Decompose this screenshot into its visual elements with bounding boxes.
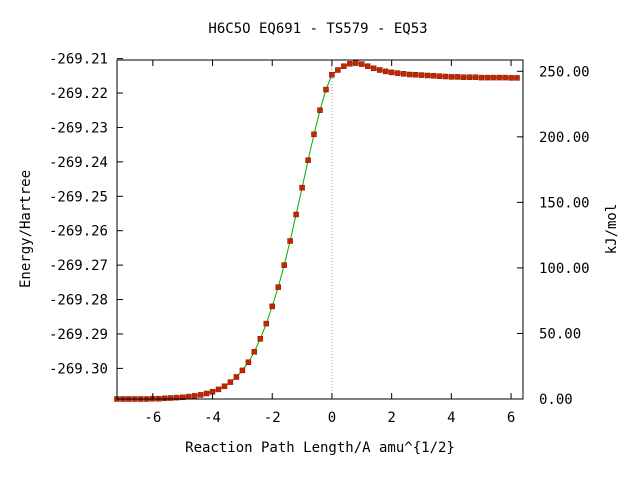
y2-axis-label: kJ/mol bbox=[604, 204, 620, 255]
data-point bbox=[239, 367, 246, 374]
data-point bbox=[394, 70, 401, 76]
y-tick-label: -269.23 bbox=[49, 120, 108, 136]
data-point bbox=[167, 395, 174, 401]
data-point bbox=[490, 74, 496, 81]
data-point bbox=[341, 63, 347, 69]
y-tick-label: -269.22 bbox=[49, 86, 108, 102]
data-point bbox=[454, 74, 461, 80]
data-point bbox=[311, 131, 317, 138]
data-point bbox=[215, 386, 222, 393]
x-tick-label: 4 bbox=[447, 410, 455, 426]
y-tick-label: -269.24 bbox=[49, 155, 108, 171]
data-point bbox=[365, 63, 371, 69]
data-point bbox=[382, 68, 389, 75]
data-point bbox=[502, 74, 508, 81]
data-point bbox=[191, 393, 198, 399]
data-point bbox=[317, 107, 323, 113]
data-point bbox=[514, 75, 520, 81]
data-point bbox=[299, 184, 305, 191]
data-point bbox=[173, 394, 180, 401]
energy-profile-line bbox=[117, 62, 517, 400]
x-axis-label: Reaction Path Length/A amu^{1/2} bbox=[185, 440, 455, 456]
x-tick-label: -4 bbox=[204, 410, 221, 426]
data-point bbox=[335, 67, 341, 73]
y-tick-label: -269.29 bbox=[49, 327, 108, 343]
y-axis-ticks: -269.21 -269.22 -269.23 -269.24 -269.25 -269.… bbox=[49, 52, 123, 377]
data-point bbox=[251, 349, 258, 355]
data-point bbox=[406, 71, 413, 78]
data-point bbox=[257, 336, 264, 342]
series-markers bbox=[114, 60, 520, 402]
data-point bbox=[400, 71, 407, 77]
y2-tick-label: 0.00 bbox=[539, 392, 573, 408]
data-point bbox=[221, 383, 228, 390]
y-tick-label: -269.27 bbox=[49, 258, 108, 274]
y-axis-label: Energy/Hartree bbox=[18, 170, 34, 288]
data-point bbox=[442, 73, 449, 80]
data-point bbox=[179, 394, 186, 401]
y2-tick-label: 100.00 bbox=[539, 261, 590, 277]
y-tick-label: -269.26 bbox=[49, 224, 108, 240]
y-tick-label: -269.28 bbox=[49, 293, 108, 309]
data-point bbox=[436, 73, 443, 79]
data-point bbox=[323, 86, 329, 93]
data-point bbox=[484, 74, 490, 81]
data-point bbox=[329, 72, 335, 78]
x-tick-label: 2 bbox=[387, 410, 395, 426]
data-point bbox=[245, 359, 252, 365]
y2-tick-label: 150.00 bbox=[539, 195, 590, 211]
data-point bbox=[448, 74, 455, 80]
data-point bbox=[227, 379, 234, 385]
data-point bbox=[305, 157, 311, 163]
data-point bbox=[359, 61, 365, 67]
x-tick-label: -2 bbox=[264, 410, 281, 426]
y2-tick-label: 200.00 bbox=[539, 130, 590, 146]
x-axis-ticks: -6 -4 -2 0 2 4 6 bbox=[144, 60, 515, 426]
data-point bbox=[466, 74, 473, 80]
y2-tick-label: 250.00 bbox=[539, 64, 590, 80]
data-point bbox=[460, 74, 467, 80]
y2-axis-ticks: 0.00 50.00 100.00 150.00 200.00 250.00 bbox=[517, 64, 590, 408]
data-point bbox=[203, 390, 210, 397]
data-point bbox=[472, 74, 478, 80]
x-tick-label: -6 bbox=[144, 410, 161, 426]
data-point bbox=[430, 73, 437, 79]
data-point bbox=[287, 238, 293, 244]
data-point bbox=[370, 65, 377, 72]
y-tick-label: -269.30 bbox=[49, 361, 108, 377]
data-point bbox=[197, 392, 204, 398]
data-point bbox=[275, 284, 281, 290]
data-point bbox=[293, 211, 299, 218]
data-point bbox=[162, 395, 168, 402]
data-point bbox=[281, 262, 287, 268]
data-point bbox=[412, 72, 419, 78]
y-tick-label: -269.25 bbox=[49, 189, 108, 205]
plot-frame bbox=[116, 59, 524, 400]
x-tick-label: 6 bbox=[507, 410, 515, 426]
data-point bbox=[496, 74, 502, 81]
data-point bbox=[263, 320, 270, 327]
data-point bbox=[478, 74, 484, 81]
data-point bbox=[508, 75, 514, 81]
y-tick-label: -269.21 bbox=[49, 52, 108, 68]
y2-tick-label: 50.00 bbox=[539, 326, 581, 342]
data-point bbox=[185, 393, 192, 400]
data-point bbox=[418, 72, 425, 78]
x-tick-label: 0 bbox=[328, 410, 336, 426]
data-point bbox=[424, 72, 431, 79]
data-point bbox=[269, 303, 275, 310]
data-point bbox=[376, 67, 383, 73]
data-point bbox=[388, 69, 395, 76]
data-point bbox=[347, 61, 353, 67]
chart-title: H6C5O EQ691 - TS579 - EQ53 bbox=[208, 21, 427, 37]
series-line bbox=[117, 62, 517, 400]
data-point bbox=[353, 60, 359, 66]
data-point bbox=[233, 374, 240, 380]
